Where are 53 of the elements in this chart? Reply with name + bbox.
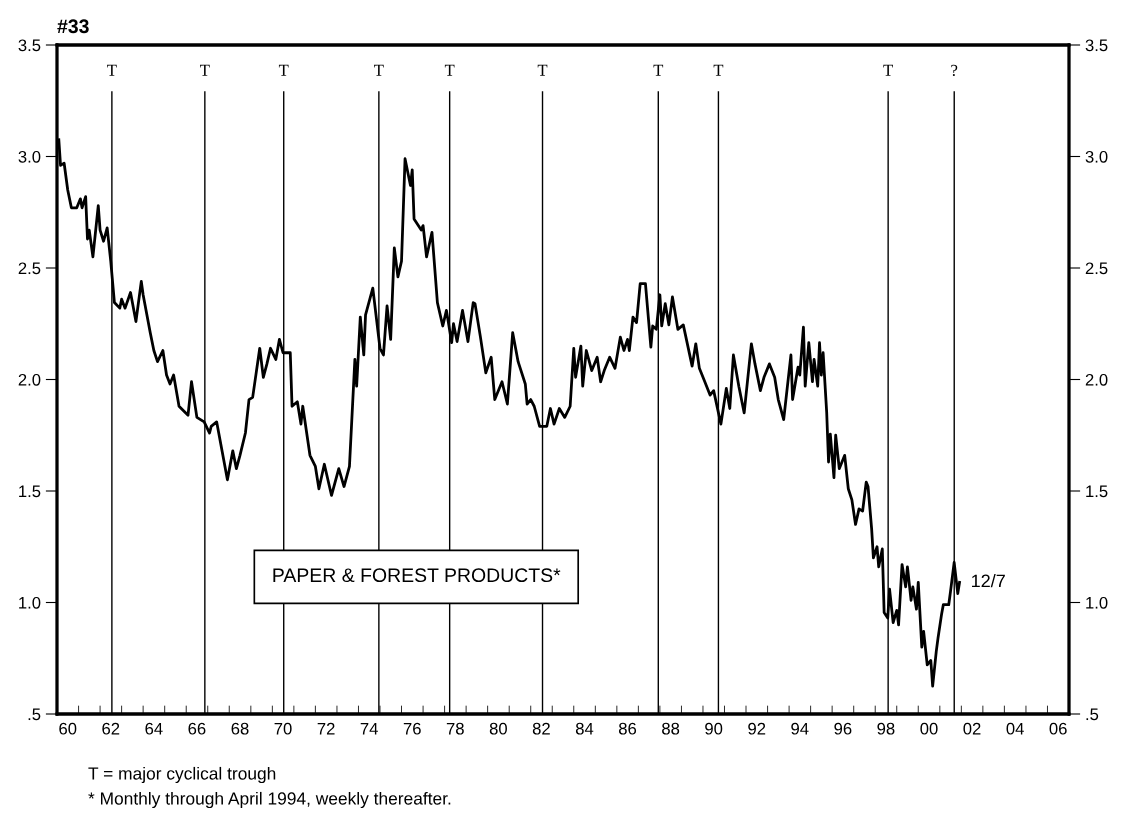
ref-line-label: T: [107, 64, 117, 76]
x-tick-label: 60: [59, 722, 77, 735]
y2-tick-label: .5: [1086, 708, 1099, 721]
x-tick-label: 66: [188, 722, 206, 735]
x-tick-label: 78: [446, 722, 464, 735]
x-tick-label: 90: [705, 722, 723, 735]
text: T = major cyclical trough: [88, 766, 276, 784]
y2-tick-label: 3.5: [1085, 39, 1108, 52]
x-tick-label: 68: [231, 722, 249, 735]
y-tick-label: 1.0: [19, 596, 41, 609]
x-tick-label: 70: [274, 722, 292, 735]
ref-line-label: T: [374, 64, 384, 76]
y2-tick-label: 2.0: [1085, 373, 1108, 386]
x-tick-label: 74: [360, 722, 378, 735]
y-tick-label: 2.0: [18, 373, 41, 386]
ref-line-label: T: [200, 64, 210, 76]
x-tick-label: 96: [834, 722, 852, 735]
annotation: PAPER & FOREST PRODUCTS*: [273, 568, 561, 583]
x-tick-label: 88: [662, 722, 680, 735]
ref-line-label: T: [653, 64, 664, 76]
ref-line-label: T: [537, 64, 548, 76]
x-tick-label: 92: [748, 722, 766, 735]
ref-line-label: T: [278, 64, 289, 76]
y-tick-label: 2.5: [18, 262, 41, 275]
y2-tick-label: 1.0: [1086, 596, 1108, 609]
text: * Monthly through April 1994, weekly thereafter.: [88, 791, 451, 809]
x-tick-label: 76: [403, 722, 421, 735]
y2-tick-label: 3.0: [1085, 150, 1108, 163]
ref-line-label: T: [444, 64, 455, 76]
x-tick-label: 72: [317, 722, 335, 735]
x-tick-label: 82: [532, 722, 550, 735]
x-tick-label: 02: [963, 722, 981, 735]
x-tick-label: 98: [877, 722, 895, 735]
x-tick-label: 80: [489, 722, 507, 735]
x-tick-label: 86: [618, 722, 637, 735]
x-tick-label: 04: [1006, 722, 1024, 735]
ref-line-label: T: [713, 64, 724, 76]
annotation: 12/7: [972, 574, 1005, 588]
x-tick-label: 62: [102, 722, 120, 735]
x-tick-label: 64: [145, 722, 163, 735]
x-tick-label: 94: [791, 722, 809, 735]
y-tick-label: 3.5: [18, 39, 41, 52]
y-tick-label: .5: [28, 708, 41, 721]
x-tick-label: 06: [1049, 722, 1067, 735]
y-tick-label: 1.5: [19, 485, 41, 498]
x-tick-label: 00: [920, 722, 938, 735]
y2-tick-label: 2.5: [1085, 262, 1108, 275]
ref-line-label: ?: [951, 64, 958, 76]
chart-title: #33: [57, 19, 89, 34]
ref-line-label: T: [883, 64, 893, 76]
y2-tick-label: 1.5: [1086, 485, 1108, 498]
x-tick-label: 84: [575, 722, 594, 735]
y-tick-label: 3.0: [18, 150, 41, 163]
